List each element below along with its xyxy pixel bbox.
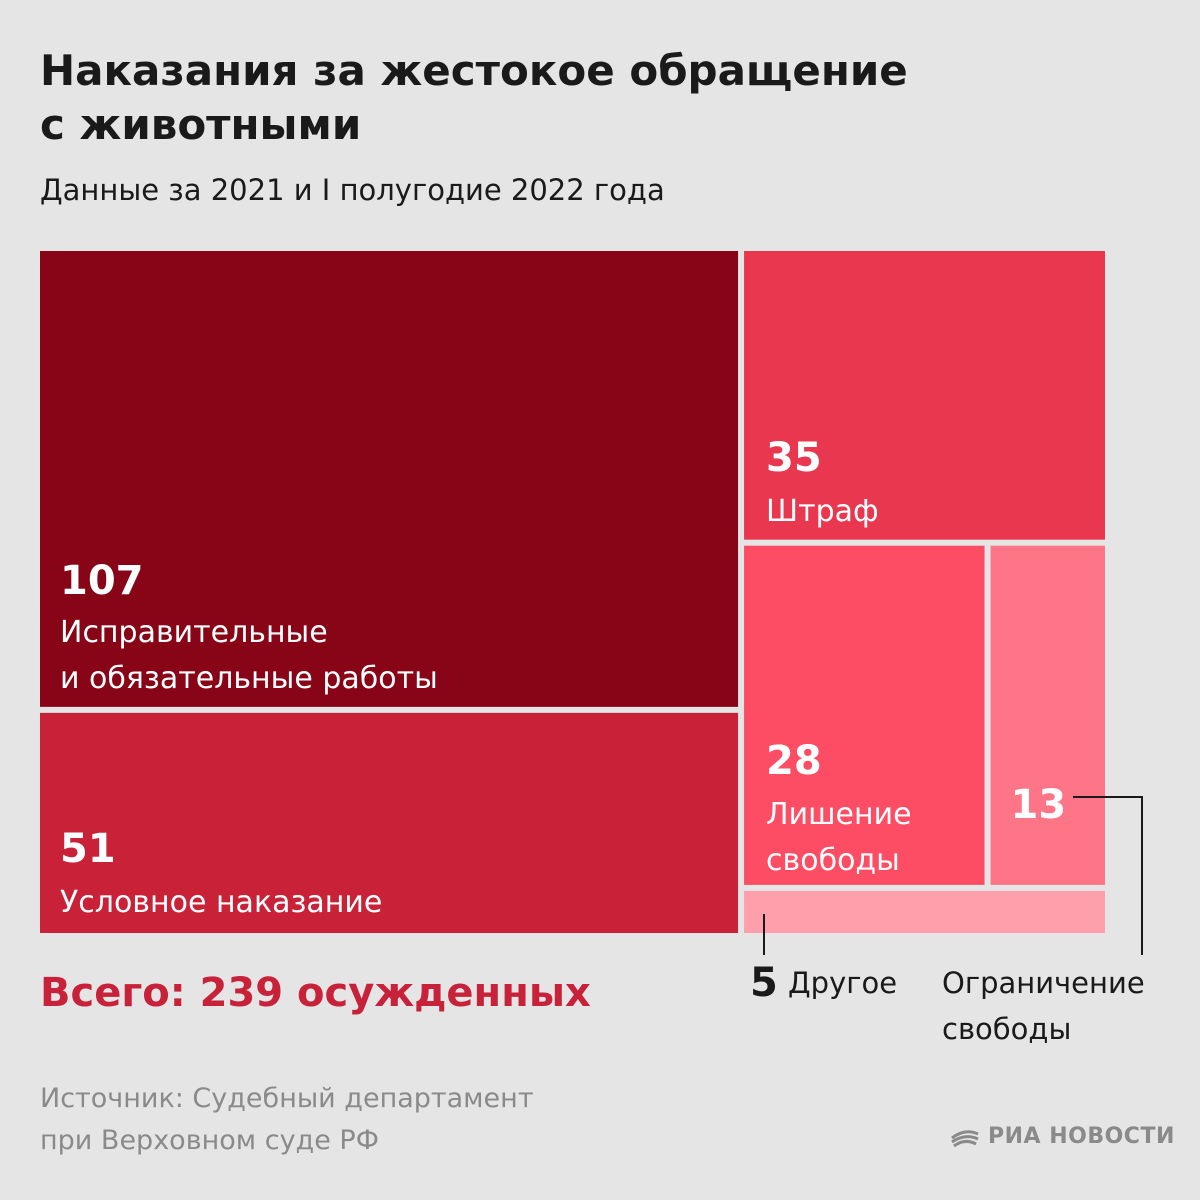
treemap-cell-5 xyxy=(744,890,1105,933)
value-label-51: 51 xyxy=(60,826,116,872)
source-note: Источник: Судебный департамент при Верхо… xyxy=(40,1078,534,1162)
source-line-1: Источник: Судебный департамент xyxy=(40,1083,534,1114)
chart-title: Наказания за жестокое обращение с животн… xyxy=(40,44,1140,152)
chart-title-line-1: Наказания за жестокое обращение xyxy=(40,46,908,95)
category-label: Условное наказание xyxy=(60,885,382,920)
category-label: Лишение xyxy=(766,797,912,832)
value-label-5: 5 xyxy=(750,960,778,1006)
ria-novosti-logo: РИА НОВОСТИ xyxy=(950,1124,1175,1149)
treemap-cell-35 xyxy=(744,251,1105,540)
ria-globe-icon xyxy=(951,1129,979,1147)
treemap-cell-13 xyxy=(990,545,1105,885)
value-label-107: 107 xyxy=(60,558,144,604)
source-line-2: при Верховном суде РФ xyxy=(40,1125,379,1156)
category-label: Другое xyxy=(788,966,897,1000)
chart-title-line-2: с животными xyxy=(40,100,362,149)
value-label-28: 28 xyxy=(766,738,822,784)
category-label: свободы xyxy=(942,1012,1071,1046)
category-label: Ограничение xyxy=(942,966,1145,1000)
logo-text: РИА НОВОСТИ xyxy=(988,1124,1175,1149)
treemap-cell-28 xyxy=(744,545,985,885)
total-convicted: Всего: 239 осужденных xyxy=(40,970,591,1016)
treemap-cell-51 xyxy=(40,712,739,933)
treemap-cell-107 xyxy=(40,251,739,707)
category-label: и обязательные работы xyxy=(60,661,438,696)
category-label: Штраф xyxy=(766,494,879,529)
chart-subtitle: Данные за 2021 и I полугодие 2022 года xyxy=(40,173,665,207)
category-label: свободы xyxy=(766,843,900,878)
value-label-35: 35 xyxy=(766,435,822,481)
value-label-13: 13 xyxy=(1011,782,1067,828)
category-label: Исправительные xyxy=(60,615,328,650)
leader-line-13 xyxy=(1073,796,1143,955)
